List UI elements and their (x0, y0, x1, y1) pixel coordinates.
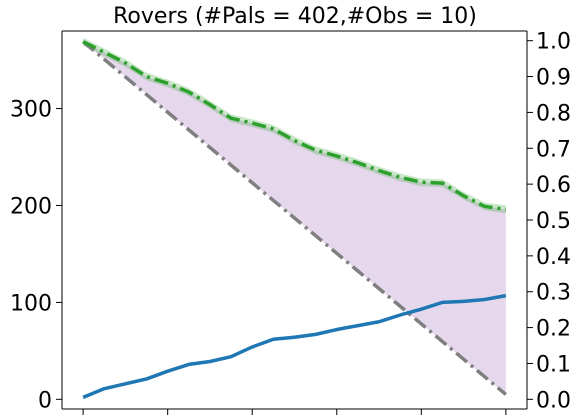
y2-tick-label: 0.2 (536, 317, 571, 342)
y-tick-label: 300 (10, 98, 52, 123)
x-tick-label: 0.0 (66, 418, 101, 420)
y2-tick-label: 0.1 (536, 352, 571, 377)
y2-tick-label: 0.3 (536, 281, 571, 306)
y2-tick-label: 0.0 (536, 388, 571, 413)
y2-tick-label: 1.0 (536, 30, 571, 55)
series-1-line (82, 40, 507, 212)
y2-tick-label: 0.5 (536, 209, 571, 234)
x-tick-label: 0.2 (150, 418, 185, 420)
y-tick-label: 100 (10, 291, 52, 316)
x-tick-label: 0.4 (235, 418, 270, 420)
x-tick-label: 0.6 (319, 418, 354, 420)
chart-title: Rovers (#Pals = 402,#Obs = 10) (113, 4, 477, 29)
y2-tick-label: 0.7 (536, 137, 571, 162)
y2-tick-label: 0.8 (536, 101, 571, 126)
y-tick-label: 200 (10, 194, 52, 219)
series-2-line (82, 40, 507, 396)
y-tick-label: 0 (38, 388, 52, 413)
x-tick-label: 0.8 (404, 418, 439, 420)
y2-tick-label: 0.6 (536, 173, 571, 198)
y2-tick-label: 0.4 (536, 245, 571, 270)
x-tick-label: 1.0 (488, 418, 523, 420)
series-0-line (82, 293, 507, 399)
plot-area (82, 37, 507, 399)
y2-tick-label: 0.9 (536, 66, 571, 91)
axes: 0.0 0.2 0.4 0.6 0.8 1.0 0 100 200 300 0.0 0.1 0.2 0.3… (10, 30, 571, 420)
